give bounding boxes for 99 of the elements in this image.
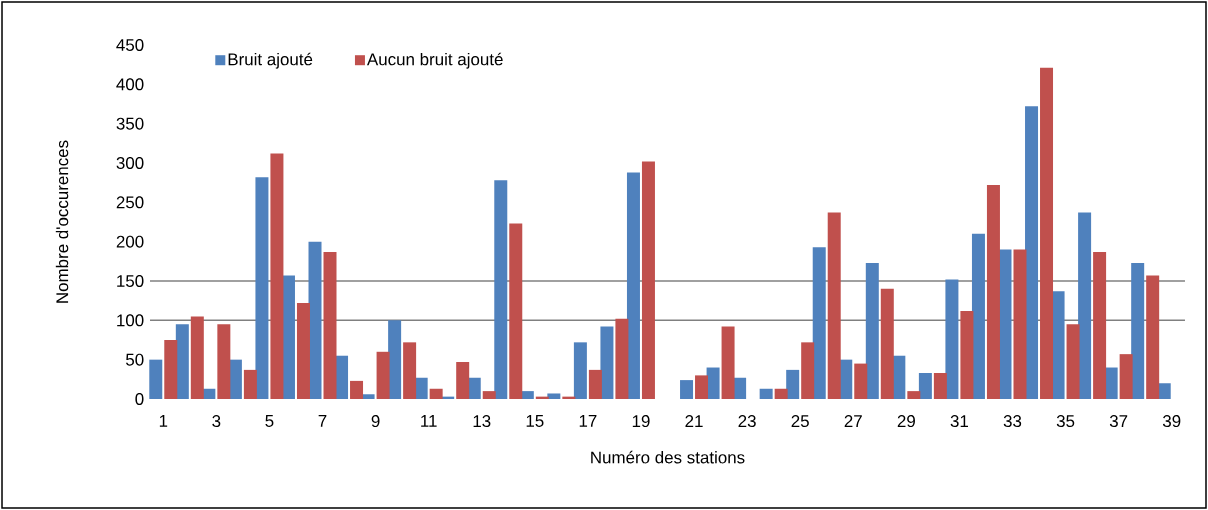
x-tick-label: 33 [1003,415,1022,428]
y-tick-label: 100 [117,314,144,327]
bar [721,326,735,399]
bar [175,324,189,399]
bar [281,275,295,399]
bar [414,377,428,399]
bar [403,342,417,399]
y-tick-label: 200 [116,235,144,248]
bar [1104,367,1118,399]
bar [615,318,629,399]
bar [361,394,375,399]
x-tick-label: 7 [318,415,327,427]
y-tick-label: 150 [117,274,144,287]
bar [547,393,561,399]
bar [482,391,496,399]
bar [880,288,894,399]
bar [971,233,985,399]
bar [641,161,655,399]
bar [494,180,508,399]
bar [680,380,694,399]
x-tick-label: 29 [897,415,915,428]
x-tick-label: 37 [1109,415,1128,428]
bar [270,153,284,399]
bar [1093,251,1107,399]
bar [255,177,269,399]
x-tick-label: 13 [473,415,491,428]
bar [1119,354,1133,399]
x-tick-label: 23 [738,415,756,428]
bar [350,380,364,399]
bar [854,363,868,399]
y-tick-label: 450 [116,38,144,51]
x-tick-label: 3 [212,415,221,428]
bar [520,391,534,399]
bar [149,359,163,399]
bar [827,212,841,399]
x-tick-label: 19 [632,415,650,428]
x-tick-label: 25 [791,415,809,428]
bar [588,369,602,399]
x-tick-label: 35 [1056,415,1075,428]
bar [573,342,587,399]
legend-label: Aucun bruit ajouté [366,52,503,69]
bar [600,326,614,399]
bar [1013,249,1027,399]
bar [907,391,921,399]
bar [774,388,788,399]
bar [1078,212,1092,399]
bar [217,324,231,399]
bar [706,367,720,399]
x-tick-label: 21 [685,415,703,427]
bar [1066,324,1080,399]
y-tick-label: 0 [135,392,144,405]
bar [1040,67,1054,399]
x-tick-label: 15 [526,415,544,427]
bar [467,377,481,399]
bar [1146,275,1160,399]
x-tick-label: 1 [159,415,168,427]
bar [759,388,773,399]
bar [1157,383,1171,399]
bar [933,373,947,399]
x-tick-label: 31 [950,415,968,428]
y-tick-label: 400 [116,78,144,91]
bar [812,247,826,399]
y-tick-label: 350 [116,117,144,130]
x-tick-label: 11 [421,415,437,427]
bar [801,342,815,399]
x-tick-label: 39 [1162,415,1181,428]
bar [1131,262,1145,399]
x-tick-label: 27 [844,415,862,427]
bar [695,375,709,399]
bar [509,223,523,399]
bar [786,369,800,399]
y-tick-label: 300 [116,156,144,169]
bar [323,251,337,399]
bar [918,373,932,399]
bar [429,388,443,399]
bar [228,359,242,399]
bar [456,362,470,399]
y-tick-label: 50 [126,353,144,366]
bar [296,303,310,399]
y-tick-label: 250 [116,196,144,209]
y-axis-title: Nombre d'occurences [55,140,69,303]
bar [626,172,640,399]
bar [960,310,974,399]
x-axis-title: Numéro des stations [591,450,745,464]
legend-label: Bruit ajouté [228,52,313,69]
bar [243,369,257,399]
bar [865,262,879,399]
x-tick-label: 9 [371,415,380,428]
bar [1025,106,1039,399]
bar [164,339,178,399]
bar [986,185,1000,399]
bar [388,320,402,399]
x-tick-label: 5 [265,415,274,427]
bar [190,316,204,399]
bar [308,241,322,399]
bar [945,279,959,399]
bar [1051,291,1065,399]
x-tick-label: 17 [579,415,597,427]
bar [376,351,390,399]
